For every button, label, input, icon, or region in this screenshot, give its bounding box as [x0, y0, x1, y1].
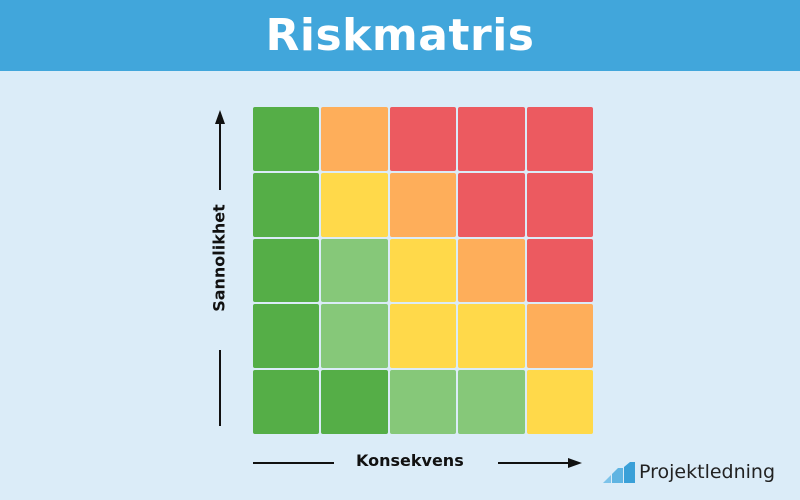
bar-chart-steps-icon	[603, 462, 635, 483]
page-title: Riskmatris	[265, 10, 535, 61]
matrix-cell-yellow	[389, 238, 457, 303]
matrix-cell-red	[526, 238, 593, 303]
x-axis-arrow-icon	[253, 458, 582, 468]
matrix-cell-dark-green	[253, 238, 320, 303]
matrix-cell-orange	[458, 238, 525, 303]
matrix-cell-yellow	[389, 304, 457, 369]
matrix-cell-light-green	[389, 370, 457, 434]
matrix-cell-dark-green	[321, 370, 388, 434]
matrix-cell-yellow	[321, 172, 388, 237]
header-banner: Riskmatris	[0, 0, 800, 71]
logo-text: Projektledning	[639, 461, 776, 483]
matrix-cell-red	[458, 172, 525, 237]
y-axis-label: Sannolikhet	[209, 204, 229, 312]
matrix-cell-dark-green	[253, 304, 320, 369]
matrix-cell-light-green	[321, 238, 388, 303]
x-axis-label: Konsekvens	[356, 451, 464, 470]
matrix-cell-dark-green	[253, 172, 320, 237]
matrix-cell-yellow	[458, 304, 525, 369]
matrix-cell-yellow	[526, 370, 593, 434]
matrix-cell-orange	[389, 172, 457, 237]
matrix-cell-red	[526, 172, 593, 237]
matrix-cell-red	[526, 107, 593, 171]
matrix-cell-orange	[321, 107, 388, 171]
projektledning-logo: Projektledning	[603, 461, 775, 483]
risk-matrix-grid	[253, 107, 593, 434]
matrix-cell-light-green	[321, 304, 388, 369]
matrix-cell-light-green	[458, 370, 525, 434]
matrix-cell-dark-green	[253, 370, 320, 434]
matrix-cell-red	[458, 107, 525, 171]
matrix-cell-orange	[526, 304, 593, 369]
matrix-cell-dark-green	[253, 107, 320, 171]
matrix-cell-red	[389, 107, 457, 171]
y-axis-arrow-icon	[215, 110, 225, 426]
